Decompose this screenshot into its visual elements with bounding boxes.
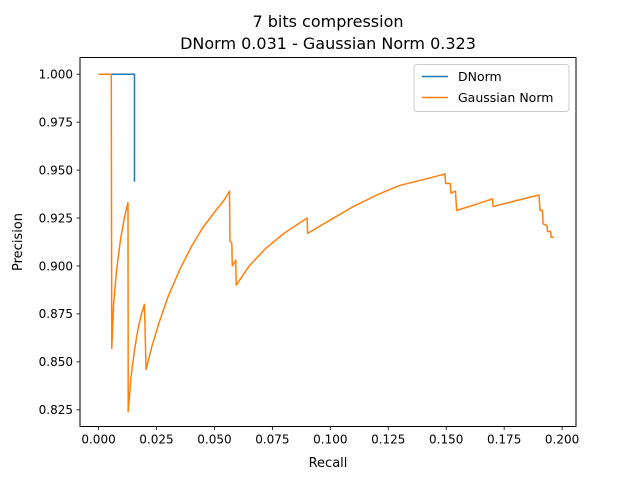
series-line-gaussian-norm: [98, 73, 554, 413]
x-tick-label: 0.025: [139, 433, 173, 447]
series-line-dnorm: [98, 73, 136, 182]
legend-frame: [413, 64, 570, 112]
x-axis-label: Recall: [309, 456, 348, 471]
y-tick-label: 0.950: [39, 163, 73, 177]
series-layer: [98, 73, 554, 413]
y-axis: 0.825 0.850 0.875 0.900 0.925 0.950 0.975 1.000: [39, 67, 80, 417]
x-axis: 0.000 0.025 0.050 0.075 0.100 0.125 0.150 0.175…: [81, 426, 579, 447]
legend-label-gaussian-norm: Gaussian Norm: [458, 90, 553, 105]
y-tick-label: 0.925: [39, 211, 73, 225]
x-tick-label: 0.100: [313, 433, 347, 447]
y-tick-label: 0.900: [39, 259, 73, 273]
chart-title: 7 bits compression DNorm 0.031 - Gaussia…: [180, 12, 476, 53]
y-axis-label: Precision: [11, 213, 26, 271]
legend: DNorm Gaussian Norm: [413, 64, 570, 112]
chart-title-line2: DNorm 0.031 - Gaussian Norm 0.323: [180, 34, 476, 53]
y-tick-label: 0.825: [39, 403, 73, 417]
y-tick-label: 0.850: [39, 355, 73, 369]
legend-label-dnorm: DNorm: [458, 69, 502, 84]
x-tick-label: 0.075: [255, 433, 289, 447]
x-tick-label: 0.200: [545, 433, 579, 447]
chart-title-line1: 7 bits compression: [252, 12, 403, 31]
plot-frame: [79, 57, 577, 427]
x-tick-label: 0.150: [429, 433, 463, 447]
x-tick-label: 0.175: [487, 433, 521, 447]
x-tick-label: 0.050: [197, 433, 231, 447]
y-tick-label: 0.975: [39, 115, 73, 129]
x-tick-label: 0.125: [371, 433, 405, 447]
x-tick-label: 0.000: [81, 433, 115, 447]
y-tick-label: 0.875: [39, 307, 73, 321]
y-tick-label: 1.000: [39, 67, 73, 81]
